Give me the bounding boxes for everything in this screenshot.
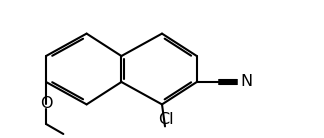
Text: Cl: Cl — [158, 112, 174, 127]
Text: O: O — [40, 96, 52, 112]
Text: N: N — [241, 75, 253, 89]
